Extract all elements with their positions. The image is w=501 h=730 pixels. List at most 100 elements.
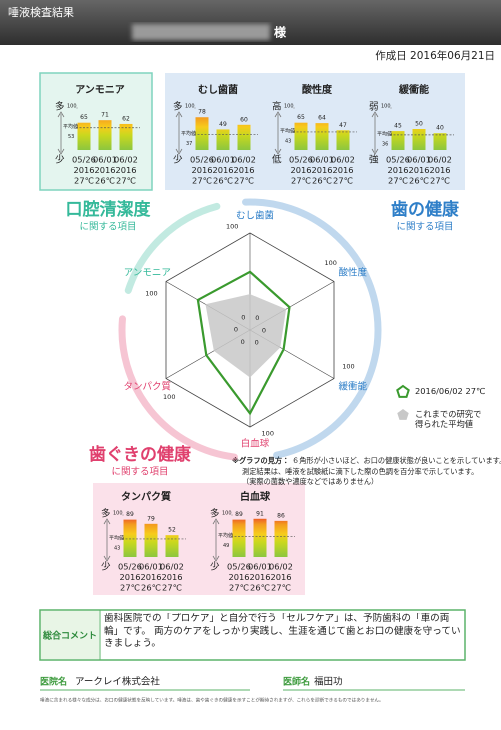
category-label: 26℃ [213, 176, 233, 186]
legend-swatch [397, 409, 409, 420]
value-label: 60 [240, 116, 248, 123]
value-label: 71 [101, 112, 109, 119]
category-label: 2016 [119, 572, 140, 582]
y-tick-label: 100 [185, 104, 195, 110]
category-label: 05/26 [227, 562, 251, 572]
axis-label: アンモニア [124, 268, 171, 279]
comment-box [39, 609, 466, 661]
category-label: 26℃ [141, 583, 161, 593]
oral-panel [39, 72, 153, 191]
header-title: 唾液検査結果 [8, 5, 74, 19]
category-label: 27℃ [74, 176, 94, 186]
radar-area [196, 270, 291, 416]
bar [294, 122, 308, 150]
axis-label: 白血球 [241, 438, 270, 450]
r-tick-label: 100 [145, 290, 157, 298]
chart-title: アンモニア [75, 84, 125, 96]
category-label: 27℃ [271, 583, 291, 593]
section-ring [124, 202, 221, 294]
r-tick-label: 100 [325, 259, 337, 267]
value-label: 91 [256, 510, 264, 517]
r-tick-label: 0 [241, 314, 245, 322]
value-label: 65 [297, 114, 305, 121]
category-label: 27℃ [234, 176, 254, 186]
bar [336, 130, 350, 150]
clinic-label: 医院名 [40, 676, 67, 688]
r-tick-label: 0 [255, 314, 259, 322]
category-label: 2016 [332, 165, 353, 175]
legend-swatch [396, 384, 410, 398]
category-label: 06/02 [114, 155, 138, 165]
category-label: 05/26 [72, 155, 96, 165]
bar [232, 519, 246, 557]
category-label: 2016 [387, 165, 408, 175]
section-ring [242, 198, 382, 459]
high-label: 多 [55, 101, 65, 113]
doctor-label: 医師名 [283, 676, 310, 688]
y-tick-label: 100 [67, 104, 77, 110]
category-label: 26℃ [250, 583, 270, 593]
arrow-head [103, 518, 111, 562]
axis-label: むし歯菌 [236, 210, 274, 222]
average-label: 平均値 [181, 130, 196, 137]
value-label: 45 [394, 123, 402, 130]
category-label: 06/01 [407, 155, 431, 165]
r-tick-label: 100 [226, 223, 238, 231]
value-label: 86 [277, 512, 285, 519]
chart-title: 緩衝能 [398, 83, 429, 96]
value-label: 78 [198, 109, 206, 116]
category-label: 06/01 [211, 155, 235, 165]
clinic: アークレイ株式会社 [75, 676, 160, 688]
category-label: 2016 [408, 165, 429, 175]
section-sub: に関する項目 [396, 222, 453, 233]
arrow-head [371, 111, 379, 155]
radar-area [205, 294, 287, 378]
section-title: 歯ぐきの健康 [89, 444, 191, 465]
category-label: 06/02 [232, 155, 256, 165]
r-tick-label: 0 [262, 326, 266, 334]
y-tick-label: 100 [284, 104, 294, 110]
arrow-head [57, 111, 65, 155]
category-label: 2016 [233, 165, 254, 175]
high-label: 高 [272, 101, 282, 113]
category-label: 27℃ [229, 583, 249, 593]
average-value: 36 [382, 141, 388, 147]
y-tick-label: 100 [381, 104, 391, 110]
chart-title: むし歯菌 [198, 83, 238, 96]
category-label: 2016 [115, 165, 136, 175]
average-value: 37 [186, 141, 192, 147]
y-tick-label: 100 [222, 511, 232, 517]
name-blur [132, 24, 270, 40]
category-label: 06/02 [160, 562, 184, 572]
value-label: 40 [436, 125, 444, 132]
r-tick-label: 0 [234, 326, 238, 334]
category-label: 27℃ [388, 176, 408, 186]
bar [165, 535, 179, 557]
low-label: 少 [173, 154, 183, 166]
note-line: 測定結果は、唾液を試験紙に滴下した際の色調を百分率で示しています。 [242, 467, 478, 476]
average-label: 平均値 [280, 127, 295, 134]
r-tick-label: 100 [342, 362, 354, 370]
section-sub: に関する項目 [111, 467, 168, 478]
r-tick-label: 100 [262, 429, 274, 437]
note-lead: ※グラフの見方： [232, 456, 289, 465]
category-label: 27℃ [291, 176, 311, 186]
value-label: 62 [122, 115, 130, 122]
section-ring [118, 315, 238, 461]
category-label: 2016 [429, 165, 450, 175]
category-label: 06/02 [331, 155, 355, 165]
value-label: 50 [415, 121, 423, 128]
arrow-head [175, 111, 183, 155]
average-label: 平均値 [63, 123, 78, 130]
average-label: 平均値 [109, 534, 124, 541]
bar [144, 523, 158, 557]
category-label: 2016 [311, 165, 332, 175]
value-label: 47 [339, 122, 347, 129]
bar [98, 120, 112, 150]
bar [391, 131, 405, 150]
created-date: 作成日 2016年06月21日 [375, 49, 495, 62]
bar [195, 117, 209, 150]
category-label: 2016 [290, 165, 311, 175]
bar [253, 518, 267, 557]
